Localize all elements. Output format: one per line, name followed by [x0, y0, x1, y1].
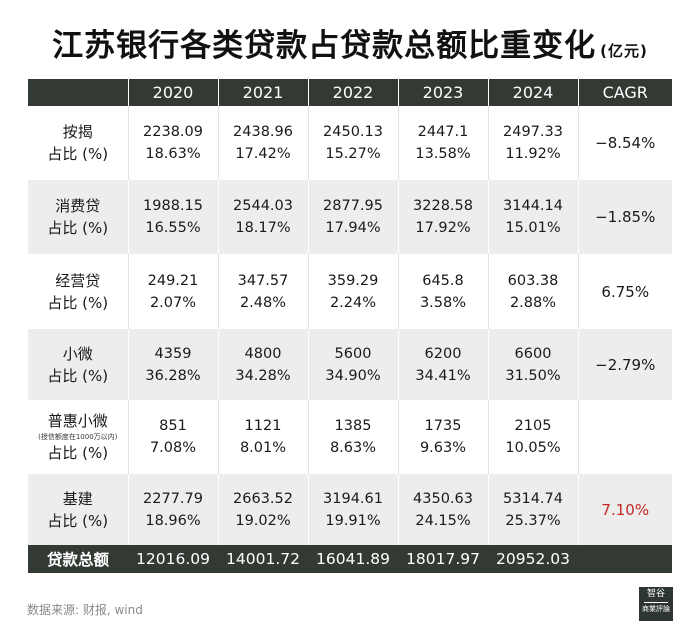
table-cell: 2238.09 18.63% [128, 106, 219, 180]
total-cell: 18017.97 [398, 545, 488, 573]
cagr-cell: 6.75% [578, 254, 672, 329]
table-cell: 1121 8.01% [218, 400, 309, 474]
table-cell: 2663.52 19.02% [218, 474, 309, 545]
table-row: 按揭占比 (%) 2238.09 18.63% 2438.96 17.42% 245… [28, 106, 672, 180]
cagr-cell: −2.79% [578, 329, 672, 400]
table-cell: 603.38 2.88% [488, 254, 579, 329]
table-row: 经营贷占比 (%) 249.21 2.07% 347.57 2.48% 359.29… [28, 254, 672, 329]
share-label: 占比 (%) [47, 293, 109, 312]
table-cell: 1735 9.63% [398, 400, 489, 474]
table-cell: 3194.61 19.91% [308, 474, 399, 545]
table-cell: 2544.03 18.17% [218, 180, 309, 254]
category-name: 按揭 [62, 123, 93, 141]
row-category: 普惠小微 (授信额度在1000万以内) 占比 (%) [28, 400, 129, 474]
share-label: 占比 (%) [47, 444, 109, 462]
row-category: 按揭占比 (%) [28, 106, 129, 180]
total-cell: 16041.89 [308, 545, 398, 573]
row-category: 经营贷占比 (%) [28, 254, 129, 329]
logo-top-text: 智谷 [646, 589, 665, 599]
category-name: 经营贷 [55, 271, 101, 290]
total-cell: 14001.72 [218, 545, 308, 573]
table-cell: 2438.96 17.42% [218, 106, 309, 180]
table-cell: 2105 10.05% [488, 400, 579, 474]
table-cell: 6600 31.50% [488, 329, 579, 400]
table-cell: 5314.74 25.37% [488, 474, 579, 545]
cagr-cell: −1.85% [578, 180, 672, 254]
category-note: (授信额度在1000万以内) [38, 433, 118, 441]
table-cell: 3144.14 15.01% [488, 180, 579, 254]
table-cell: 1988.15 16.55% [128, 180, 219, 254]
data-source-note: 数据来源: 财报, wind [27, 603, 143, 617]
table-cell: 359.29 2.24% [308, 254, 399, 329]
table-cell: 3228.58 17.92% [398, 180, 489, 254]
table-cell: 4800 34.28% [218, 329, 309, 400]
table-row: 基建占比 (%) 2277.79 18.96% 2663.52 19.02% 319… [28, 474, 672, 545]
total-row: 贷款总额 12016.09 14001.72 16041.89 18017.97… [28, 545, 672, 573]
header-2024: 2024 [488, 79, 579, 106]
cagr-cell-highlight: 7.10% [578, 474, 672, 545]
category-name: 基建 [62, 489, 93, 508]
brand-logo: 智谷 商業評論 [639, 587, 673, 621]
header-row: 2020 2021 2022 2023 2024 CAGR [28, 79, 672, 106]
logo-divider [644, 602, 668, 603]
category-name: 消费贷 [55, 197, 101, 215]
page-title: 江苏银行各类贷款占贷款总额比重变化 (亿元) [0, 20, 700, 65]
table-cell: 2877.95 17.94% [308, 180, 399, 254]
table-cell: 2277.79 18.96% [128, 474, 219, 545]
loan-table: 2020 2021 2022 2023 2024 CAGR 按揭占比 (%) 2… [28, 79, 672, 573]
share-label: 占比 (%) [47, 219, 109, 237]
logo-bottom-text: 商業評論 [642, 605, 670, 613]
row-category: 小微占比 (%) [28, 329, 129, 400]
header-2023: 2023 [398, 79, 489, 106]
total-cell: 12016.09 [128, 545, 218, 573]
row-category: 基建占比 (%) [28, 474, 129, 545]
header-cagr: CAGR [578, 79, 672, 106]
category-name: 普惠小微 [47, 412, 108, 430]
table-cell: 1385 8.63% [308, 400, 399, 474]
cagr-cell [578, 400, 672, 474]
total-cell: 20952.03 [488, 545, 578, 573]
table-cell: 2497.33 11.92% [488, 106, 579, 180]
table-cell: 6200 34.41% [398, 329, 489, 400]
table-cell: 4350.63 24.15% [398, 474, 489, 545]
header-2021: 2021 [218, 79, 309, 106]
header-2020: 2020 [128, 79, 219, 106]
table-cell: 5600 34.90% [308, 329, 399, 400]
header-2022: 2022 [308, 79, 399, 106]
total-label: 贷款总额 [28, 545, 128, 573]
total-cagr-empty [578, 545, 672, 573]
share-label: 占比 (%) [47, 511, 109, 530]
table-cell: 2447.1 13.58% [398, 106, 489, 180]
share-label: 占比 (%) [47, 145, 109, 163]
table-cell: 851 7.08% [128, 400, 219, 474]
category-name: 小微 [62, 344, 93, 363]
table-cell: 249.21 2.07% [128, 254, 219, 329]
row-category: 消费贷占比 (%) [28, 180, 129, 254]
table-cell: 347.57 2.48% [218, 254, 309, 329]
share-label: 占比 (%) [47, 366, 109, 385]
header-corner [28, 79, 129, 106]
table-cell: 645.8 3.58% [398, 254, 489, 329]
title-text: 江苏银行各类贷款占贷款总额比重变化 [52, 28, 597, 64]
table-cell: 2450.13 15.27% [308, 106, 399, 180]
table-row: 小微占比 (%) 4359 36.28% 4800 34.28% 5600 34.90… [28, 329, 672, 400]
table-row: 消费贷占比 (%) 1988.15 16.55% 2544.03 18.17% 28… [28, 180, 672, 254]
title-unit: (亿元) [600, 42, 648, 60]
cagr-cell: −8.54% [578, 106, 672, 180]
table-row: 普惠小微 (授信额度在1000万以内) 占比 (%) 851 7.08% 1121 8.… [28, 400, 672, 474]
table-cell: 4359 36.28% [128, 329, 219, 400]
